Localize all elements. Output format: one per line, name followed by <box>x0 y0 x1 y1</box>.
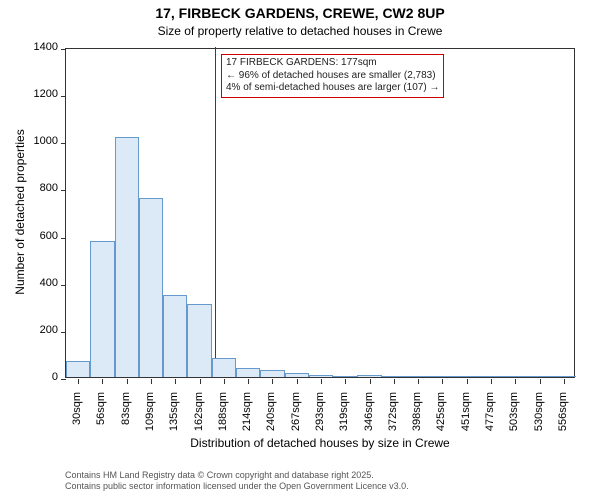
x-tick-mark <box>224 379 225 384</box>
x-tick-mark <box>297 379 298 384</box>
histogram-bar <box>236 368 260 377</box>
histogram-bar <box>430 376 454 377</box>
y-tick-label: 1200 <box>18 88 58 100</box>
y-tick-mark <box>61 190 66 191</box>
histogram-bar <box>260 370 284 377</box>
histogram-bar <box>527 376 551 377</box>
x-tick-mark <box>515 379 516 384</box>
histogram-bar <box>139 198 163 377</box>
histogram-bar <box>455 376 479 377</box>
x-tick-mark <box>321 379 322 384</box>
x-tick-label: 214sqm <box>241 392 253 442</box>
x-tick-label: 556sqm <box>557 392 569 442</box>
x-tick-mark <box>564 379 565 384</box>
y-tick-label: 1400 <box>18 41 58 53</box>
histogram-bar <box>212 358 236 377</box>
plot-area <box>65 48 575 378</box>
histogram-bar <box>163 295 187 378</box>
y-tick-label: 1000 <box>18 135 58 147</box>
x-tick-label: 188sqm <box>217 392 229 442</box>
annotation-box: 17 FIRBECK GARDENS: 177sqm ← 96% of deta… <box>221 54 444 98</box>
x-tick-mark <box>151 379 152 384</box>
chart-subtitle: Size of property relative to detached ho… <box>0 24 600 38</box>
histogram-bar <box>187 304 211 377</box>
histogram-bar <box>115 137 139 377</box>
histogram-bar <box>90 241 114 377</box>
histogram-bar <box>357 375 381 377</box>
x-tick-mark <box>102 379 103 384</box>
x-tick-label: 135sqm <box>168 392 180 442</box>
annotation-line-2: ← 96% of detached houses are smaller (2,… <box>226 70 439 83</box>
histogram-bar <box>309 375 333 377</box>
y-tick-label: 400 <box>18 277 58 289</box>
y-tick-mark <box>61 379 66 380</box>
y-tick-label: 600 <box>18 230 58 242</box>
x-tick-mark <box>272 379 273 384</box>
x-tick-label: 240sqm <box>265 392 277 442</box>
x-tick-mark <box>370 379 371 384</box>
x-tick-label: 372sqm <box>387 392 399 442</box>
x-tick-label: 319sqm <box>338 392 350 442</box>
x-tick-mark <box>248 379 249 384</box>
x-tick-mark <box>78 379 79 384</box>
y-axis-label: Number of detached properties <box>13 72 27 352</box>
x-tick-mark <box>467 379 468 384</box>
x-tick-label: 162sqm <box>193 392 205 442</box>
x-tick-label: 83sqm <box>120 392 132 442</box>
x-tick-label: 425sqm <box>435 392 447 442</box>
y-tick-mark <box>61 96 66 97</box>
chart-container: 17, FIRBECK GARDENS, CREWE, CW2 8UP Size… <box>0 0 600 500</box>
y-tick-mark <box>61 49 66 50</box>
footer-attribution: Contains HM Land Registry data © Crown c… <box>65 470 409 492</box>
reference-line <box>215 47 216 377</box>
histogram-bar <box>552 376 576 377</box>
x-tick-mark <box>175 379 176 384</box>
histogram-bar <box>66 361 90 378</box>
y-tick-mark <box>61 143 66 144</box>
y-tick-label: 200 <box>18 324 58 336</box>
histogram-bar <box>382 376 406 377</box>
y-tick-label: 0 <box>18 371 58 383</box>
annotation-line-1: 17 FIRBECK GARDENS: 177sqm <box>226 57 439 70</box>
x-tick-label: 346sqm <box>363 392 375 442</box>
x-tick-label: 530sqm <box>533 392 545 442</box>
x-tick-mark <box>200 379 201 384</box>
x-tick-label: 503sqm <box>508 392 520 442</box>
x-tick-label: 451sqm <box>460 392 472 442</box>
x-tick-label: 293sqm <box>314 392 326 442</box>
x-tick-label: 398sqm <box>411 392 423 442</box>
x-tick-mark <box>127 379 128 384</box>
x-tick-mark <box>394 379 395 384</box>
footer-line-1: Contains HM Land Registry data © Crown c… <box>65 470 409 481</box>
y-tick-label: 800 <box>18 182 58 194</box>
x-tick-label: 56sqm <box>95 392 107 442</box>
x-tick-mark <box>418 379 419 384</box>
histogram-bar <box>333 376 357 377</box>
footer-line-2: Contains public sector information licen… <box>65 481 409 492</box>
y-tick-mark <box>61 332 66 333</box>
chart-title: 17, FIRBECK GARDENS, CREWE, CW2 8UP <box>0 5 600 21</box>
x-tick-label: 109sqm <box>144 392 156 442</box>
x-tick-mark <box>442 379 443 384</box>
x-tick-mark <box>345 379 346 384</box>
histogram-bar <box>479 376 503 377</box>
x-tick-mark <box>491 379 492 384</box>
histogram-bar <box>406 376 430 377</box>
x-tick-label: 477sqm <box>484 392 496 442</box>
histogram-bar <box>285 373 309 377</box>
histogram-bar <box>503 376 527 377</box>
x-tick-label: 30sqm <box>71 392 83 442</box>
annotation-line-3: 4% of semi-detached houses are larger (1… <box>226 82 439 95</box>
x-tick-mark <box>540 379 541 384</box>
y-tick-mark <box>61 285 66 286</box>
y-tick-mark <box>61 238 66 239</box>
x-tick-label: 267sqm <box>290 392 302 442</box>
